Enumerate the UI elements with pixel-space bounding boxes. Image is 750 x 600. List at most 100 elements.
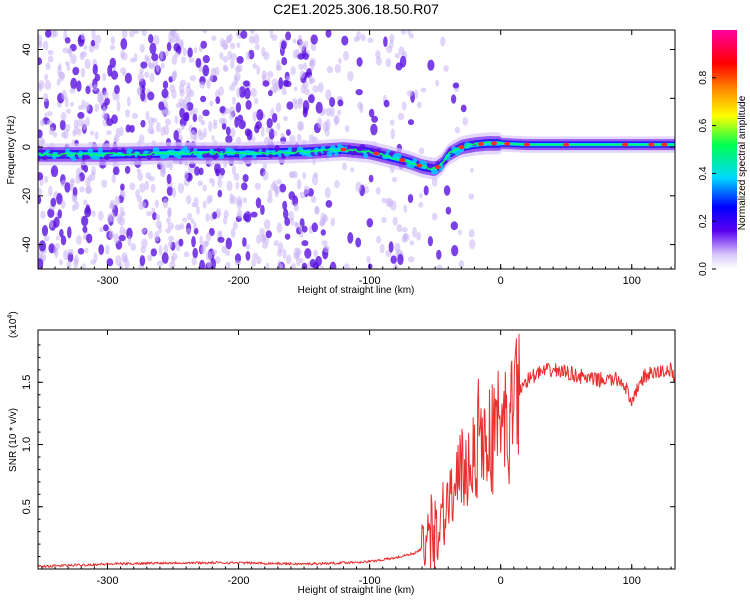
spectral-peak-marker (523, 142, 530, 147)
spectrogram-noise-cell (151, 207, 156, 214)
spectrogram-noise-cell (137, 172, 144, 182)
spectrogram-noise-cell (242, 174, 249, 183)
spectrogram-noise-cell (368, 108, 375, 118)
spectrogram-noise-cell (252, 252, 259, 260)
spectrogram-noise-cell (155, 213, 160, 221)
spectrogram-noise-cell (125, 124, 131, 133)
spectrogram-noise-cell (130, 243, 137, 251)
spectrogram-noise-cell (254, 182, 261, 190)
spectrogram-noise-cell (205, 213, 210, 223)
spectrogram-noise-cell (155, 121, 161, 133)
colorbar-tick-label: 0.4 (698, 166, 709, 180)
spectrogram-x-tick-label: -200 (228, 275, 250, 287)
spectrogram-noise-cell (225, 135, 233, 144)
spectrogram-noise-cell (185, 195, 192, 205)
spectrogram-noise-cell (238, 86, 246, 98)
spectrogram-noise-cell (174, 224, 182, 231)
spectrogram-noise-cell (293, 86, 298, 92)
spectrogram-noise-cell (329, 261, 337, 269)
spectrogram-noise-cell (73, 257, 79, 269)
spectrogram-noise-cell (43, 92, 49, 103)
spectrogram-noise-cell (427, 235, 433, 247)
spectrogram-noise-cell (88, 174, 93, 182)
spectrogram-noise-cell (435, 79, 440, 87)
spectrogram-noise-cell (81, 99, 86, 110)
spectrogram-x-tick-label: 0 (498, 275, 504, 287)
spectrogram-noise-cell (173, 36, 179, 43)
spectrogram-noise-cell (263, 219, 271, 230)
spectral-blob (97, 147, 103, 155)
spectrogram-noise-cell (154, 230, 160, 242)
spectrogram-noise-cell (136, 168, 142, 174)
spectrogram-noise-cell (85, 116, 90, 127)
spectrogram-noise-cell (91, 209, 96, 218)
spectrogram-noise-cell (179, 222, 185, 230)
spectrogram-noise-cell (151, 53, 159, 62)
spectrogram-noise-cell (200, 95, 207, 103)
spectrogram-noise-cell (75, 174, 81, 184)
spectrogram-noise-cell (228, 84, 236, 92)
spectrogram-noise-cell (427, 59, 435, 71)
spectrogram-noise-cell (178, 238, 184, 247)
spectrogram-noise-cell (265, 262, 270, 269)
spectrogram-noise-cell (436, 249, 442, 260)
spectrogram-noise-cell (406, 90, 414, 97)
spectrogram-noise-cell (136, 195, 143, 203)
spectrogram-noise-cell (311, 58, 316, 67)
spectrogram-noise-cell (168, 261, 176, 269)
spectrogram-noise-cell (243, 213, 250, 222)
spectrogram-noise-cell (168, 240, 173, 249)
spectrogram-noise-cell (46, 119, 53, 126)
spectrogram-noise-cell (443, 65, 449, 72)
spectrogram-noise-cell (385, 57, 392, 68)
spectrogram-noise-cell (460, 104, 467, 113)
spectrogram-noise-cell (64, 181, 71, 193)
spectrogram-noise-cell (116, 100, 121, 112)
spectral-blob (431, 168, 438, 175)
spectrogram-noise-cell (162, 109, 168, 117)
spectrogram-noise-cell (225, 237, 232, 250)
spectrogram-noise-cell (242, 237, 247, 247)
spectrogram-noise-cell (341, 35, 349, 46)
spectrogram-noise-cell (43, 235, 50, 242)
spectrogram-noise-cell (420, 87, 427, 93)
spectrogram-noise-cell (431, 212, 438, 221)
spectrogram-noise-cell (192, 113, 198, 123)
spectrogram-noise-cell (199, 81, 206, 89)
spectrogram-noise-cell (114, 196, 121, 206)
spectrogram-noise-cell (85, 85, 91, 95)
spectrogram-noise-cell (167, 206, 172, 218)
spectrogram-noise-cell (120, 67, 127, 74)
spectrogram-noise-cell (204, 240, 210, 247)
spectrogram-noise-cell (38, 187, 43, 196)
spectrogram-noise-cell (85, 101, 90, 112)
spectrogram-noise-cell (147, 91, 155, 101)
snr-plot-area (38, 333, 675, 569)
spectrogram-noise-cell (366, 218, 374, 228)
spectrogram-noise-cell (94, 103, 100, 113)
spectrogram-noise-cell (66, 65, 71, 71)
spectrogram-noise-cell (114, 84, 120, 95)
spectrogram-noise-cell (168, 235, 175, 242)
spectrogram-noise-cell (302, 52, 309, 60)
spectrogram-noise-cell (202, 64, 210, 77)
snr-y-axis: 0.5 1.0 1.5 (21, 344, 675, 558)
spectrogram-noise-cell (246, 129, 253, 141)
spectrogram-noise-cell (85, 204, 91, 214)
spectrogram-noise-cell (302, 62, 308, 70)
spectrogram-noise-cell (140, 227, 147, 234)
spectrogram-noise-cell (94, 73, 101, 82)
spectrogram-noise-cell (147, 254, 153, 262)
spectrogram-noise-cell (91, 30, 96, 41)
spectrogram-noise-cell (294, 221, 299, 228)
spectrogram-noise-cell (149, 72, 155, 83)
spectrogram-noise-cell (284, 233, 291, 240)
spectrogram-noise-cell (48, 126, 54, 136)
spectrogram-noise-cell (148, 230, 154, 239)
spectrogram-noise-cell (468, 228, 475, 238)
spectrogram-noise-cell (262, 234, 266, 243)
spectrogram-x-axis: -300 -200 -100 0 100 (41, 30, 672, 287)
spectrogram-noise-cell (76, 80, 82, 92)
spectrogram-noise-cell (47, 49, 54, 56)
spectrogram-noise-cell (81, 263, 86, 269)
